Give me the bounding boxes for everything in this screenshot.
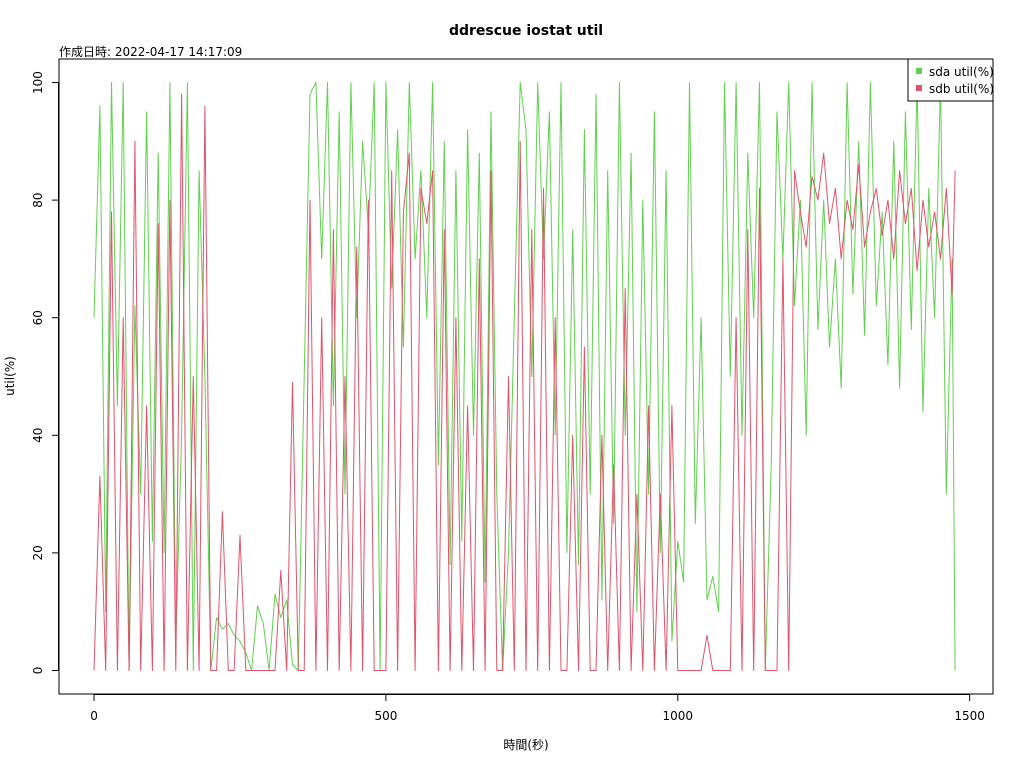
x-tick-label: 500 (374, 709, 397, 723)
legend-swatch-sdb (916, 85, 922, 91)
legend: sda util(%) sdb util(%) (907, 58, 994, 102)
y-tick-label: 0 (31, 667, 45, 675)
chart-title: ddrescue iostat util (449, 23, 603, 39)
x-axis-label: 時間(秒) (503, 738, 548, 752)
chart-subtitle: 作成日時: 2022-04-17 14:17:09 (59, 45, 242, 59)
y-tick-label: 20 (31, 545, 45, 560)
y-axis-label: util(%) (3, 356, 17, 396)
x-tick-label: 1500 (954, 709, 985, 723)
y-tick-label: 80 (31, 192, 45, 207)
legend-swatch-sda (916, 68, 922, 74)
y-tick-label: 100 (31, 71, 45, 94)
legend-label-sda: sda util(%) (929, 65, 994, 79)
legend-label-sdb: sdb util(%) (929, 82, 994, 96)
plot-lines (93, 82, 956, 671)
x-tick-label: 1000 (663, 709, 694, 723)
x-tick-label: 0 (90, 709, 98, 723)
plot-frame (58, 58, 994, 695)
series-line-sda (93, 82, 956, 671)
legend-box (907, 58, 994, 102)
series-line-sdb (93, 93, 956, 671)
y-tick-label: 60 (31, 310, 45, 325)
y-tick-label: 40 (31, 428, 45, 443)
